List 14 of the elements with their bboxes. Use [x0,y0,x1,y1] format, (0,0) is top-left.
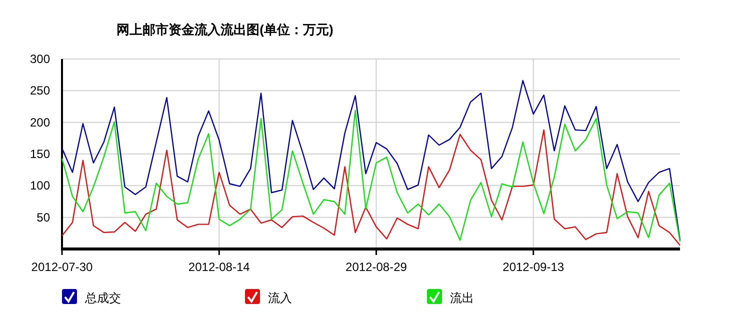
ytick: 300 [30,52,50,66]
ytick: 200 [30,115,50,130]
legend-label: 流出 [450,291,474,305]
xtick: 2012-07-30 [31,260,93,274]
xtick: 2012-08-29 [346,260,407,274]
ytick: 150 [30,147,50,161]
title: 网上邮市资金流入流出图(单位：万元) [116,22,334,37]
legend-label: 总成交 [84,291,121,305]
legend-label: 流入 [268,291,292,305]
ytick: 100 [30,178,50,193]
xtick: 2012-09-13 [502,260,564,274]
ytick: 250 [30,84,50,98]
ytick: 50 [36,210,50,224]
xtick: 2012-08-14 [188,260,250,274]
